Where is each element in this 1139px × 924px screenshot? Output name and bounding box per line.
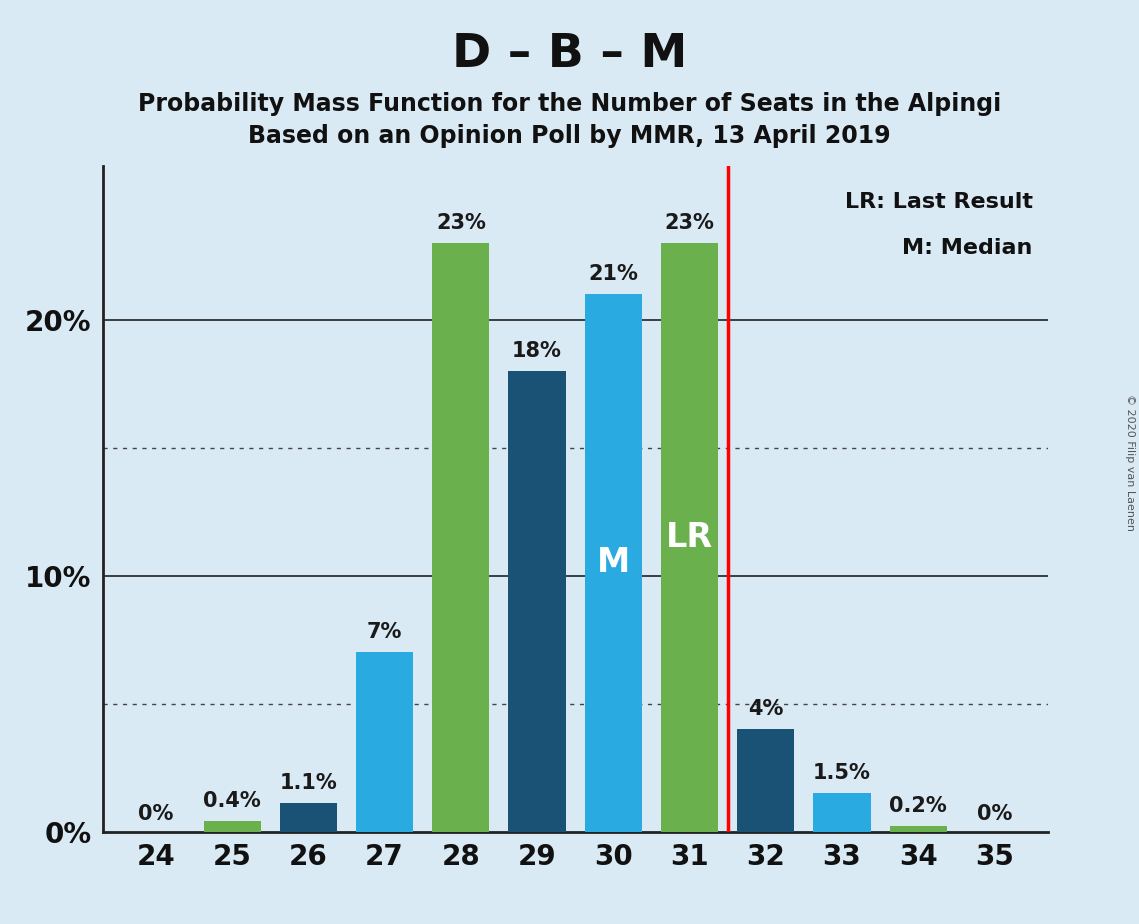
Bar (280, 804, 337, 832)
Text: 0%: 0% (977, 804, 1013, 824)
Text: Based on an Opinion Poll by MMR, 13 April 2019: Based on an Opinion Poll by MMR, 13 Apri… (248, 124, 891, 148)
Text: 7%: 7% (367, 622, 402, 642)
Text: 1.5%: 1.5% (813, 763, 871, 783)
Bar (357, 652, 413, 832)
Text: 21%: 21% (589, 264, 638, 284)
Bar (737, 729, 794, 832)
Bar (661, 243, 719, 832)
Text: M: Median: M: Median (902, 238, 1033, 258)
Text: 1.1%: 1.1% (279, 773, 337, 793)
Bar (813, 793, 870, 832)
Bar (890, 826, 947, 832)
Text: 23%: 23% (665, 213, 714, 233)
Text: D – B – M: D – B – M (452, 32, 687, 78)
Text: Probability Mass Function for the Number of Seats in the Alpingi: Probability Mass Function for the Number… (138, 92, 1001, 116)
Text: © 2020 Filip van Laenen: © 2020 Filip van Laenen (1125, 394, 1134, 530)
Text: 0%: 0% (138, 804, 173, 824)
Bar (204, 821, 261, 832)
Text: M: M (597, 546, 630, 579)
Text: LR: Last Result: LR: Last Result (845, 192, 1033, 212)
Bar (432, 243, 490, 832)
Text: 0.2%: 0.2% (890, 796, 948, 816)
Text: LR: LR (666, 521, 713, 553)
Bar (508, 371, 566, 832)
Bar (584, 294, 642, 832)
Text: 0.4%: 0.4% (203, 791, 261, 811)
Text: 23%: 23% (436, 213, 485, 233)
Text: 4%: 4% (748, 699, 784, 719)
Text: 18%: 18% (513, 341, 562, 360)
